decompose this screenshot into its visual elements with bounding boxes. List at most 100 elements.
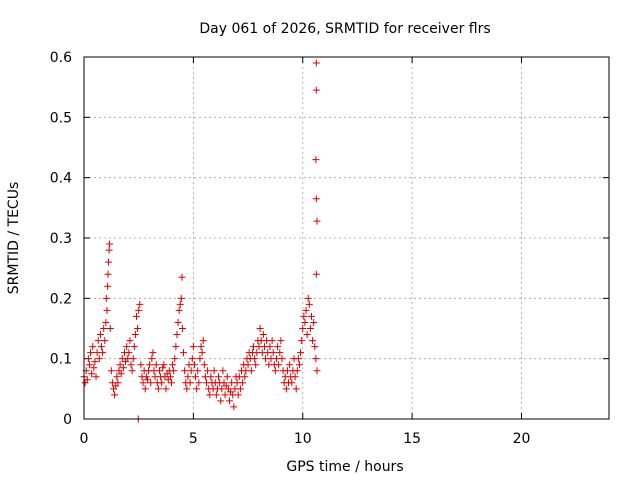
data-point <box>312 355 320 363</box>
data-point <box>178 325 186 332</box>
data-point <box>252 361 260 369</box>
y-tick-label: 0.6 <box>50 50 72 66</box>
y-tick-label: 0.4 <box>50 171 72 187</box>
data-point <box>293 367 301 375</box>
data-point <box>198 349 206 357</box>
data-point <box>142 373 150 381</box>
data-point <box>311 343 319 351</box>
data-point <box>148 355 156 363</box>
data-point <box>269 349 277 357</box>
data-point <box>126 337 134 345</box>
data-point <box>96 331 104 339</box>
chart-title: Day 061 of 2026, SRMTID for receiver flr… <box>199 21 490 37</box>
data-point <box>168 379 175 387</box>
data-point <box>212 391 220 399</box>
data-point <box>282 385 290 393</box>
data-point <box>111 391 119 399</box>
data-point <box>177 294 185 302</box>
data-point <box>134 325 142 332</box>
data-point <box>308 312 315 320</box>
y-tick-label: 0.5 <box>50 110 72 126</box>
data-point <box>312 195 320 203</box>
data-point <box>210 367 218 375</box>
data-point <box>223 373 231 381</box>
data-point <box>116 361 124 369</box>
data-point <box>125 349 133 357</box>
data-point <box>102 318 110 326</box>
data-point <box>304 294 312 302</box>
data-point <box>143 376 151 384</box>
data-point <box>135 306 143 314</box>
data-point <box>172 343 180 351</box>
data-point <box>94 337 102 345</box>
data-point <box>106 325 114 332</box>
data-point <box>206 391 214 399</box>
tick-layer: 0 0.1 0.2 0.3 0.4 0.5 0.6 0 5 10 15 20 <box>50 50 609 447</box>
data-point <box>106 240 114 248</box>
data-point <box>105 246 113 254</box>
data-point <box>244 361 252 369</box>
data-point <box>130 343 138 351</box>
data-point <box>117 370 125 378</box>
data-point <box>101 337 109 345</box>
x-axis-label: GPS time / hours <box>286 459 403 475</box>
x-tick-label: 20 <box>513 431 531 447</box>
data-point <box>176 300 184 308</box>
data-point <box>225 397 233 405</box>
data-point <box>166 373 174 381</box>
data-point <box>136 300 144 308</box>
data-point <box>241 373 249 381</box>
data-point <box>298 337 306 345</box>
data-point <box>89 343 97 351</box>
data-point <box>147 379 155 387</box>
data-point <box>236 385 244 393</box>
data-point <box>146 361 154 369</box>
data-point <box>84 355 92 363</box>
data-point <box>215 373 223 381</box>
data-point <box>159 364 167 372</box>
data-point <box>247 367 255 375</box>
data-point <box>312 59 320 67</box>
data-point <box>310 318 318 326</box>
data-point <box>174 318 182 326</box>
data-points <box>80 59 321 423</box>
data-point <box>95 355 103 363</box>
data-point <box>276 349 284 357</box>
data-point <box>104 270 112 278</box>
data-point <box>194 367 202 375</box>
data-point <box>309 337 317 345</box>
data-point <box>103 306 111 314</box>
data-point <box>295 361 303 369</box>
data-point <box>313 217 321 225</box>
data-point <box>190 361 198 369</box>
data-point <box>268 337 276 345</box>
data-point <box>119 364 127 372</box>
data-point <box>275 361 283 369</box>
data-point <box>188 355 196 363</box>
x-tick-label: 10 <box>294 431 312 447</box>
data-point <box>186 379 194 387</box>
data-point <box>152 361 160 369</box>
data-point <box>100 325 108 332</box>
data-point <box>137 361 145 369</box>
data-point <box>127 361 135 369</box>
data-point <box>200 361 208 369</box>
data-point <box>221 391 229 399</box>
data-point <box>90 364 98 372</box>
data-point <box>301 318 309 326</box>
y-tick-label: 0.2 <box>50 291 72 307</box>
data-point <box>294 355 302 363</box>
data-point <box>266 343 274 351</box>
data-point <box>83 376 91 384</box>
data-point <box>175 306 183 314</box>
data-point <box>305 300 313 308</box>
data-point <box>85 361 93 369</box>
data-point <box>217 397 225 405</box>
y-tick-label: 0.1 <box>50 352 72 368</box>
data-point <box>184 373 192 381</box>
data-point <box>312 86 320 94</box>
data-point <box>303 331 311 339</box>
data-point <box>158 379 166 387</box>
data-point <box>99 349 107 357</box>
data-point <box>193 385 201 393</box>
